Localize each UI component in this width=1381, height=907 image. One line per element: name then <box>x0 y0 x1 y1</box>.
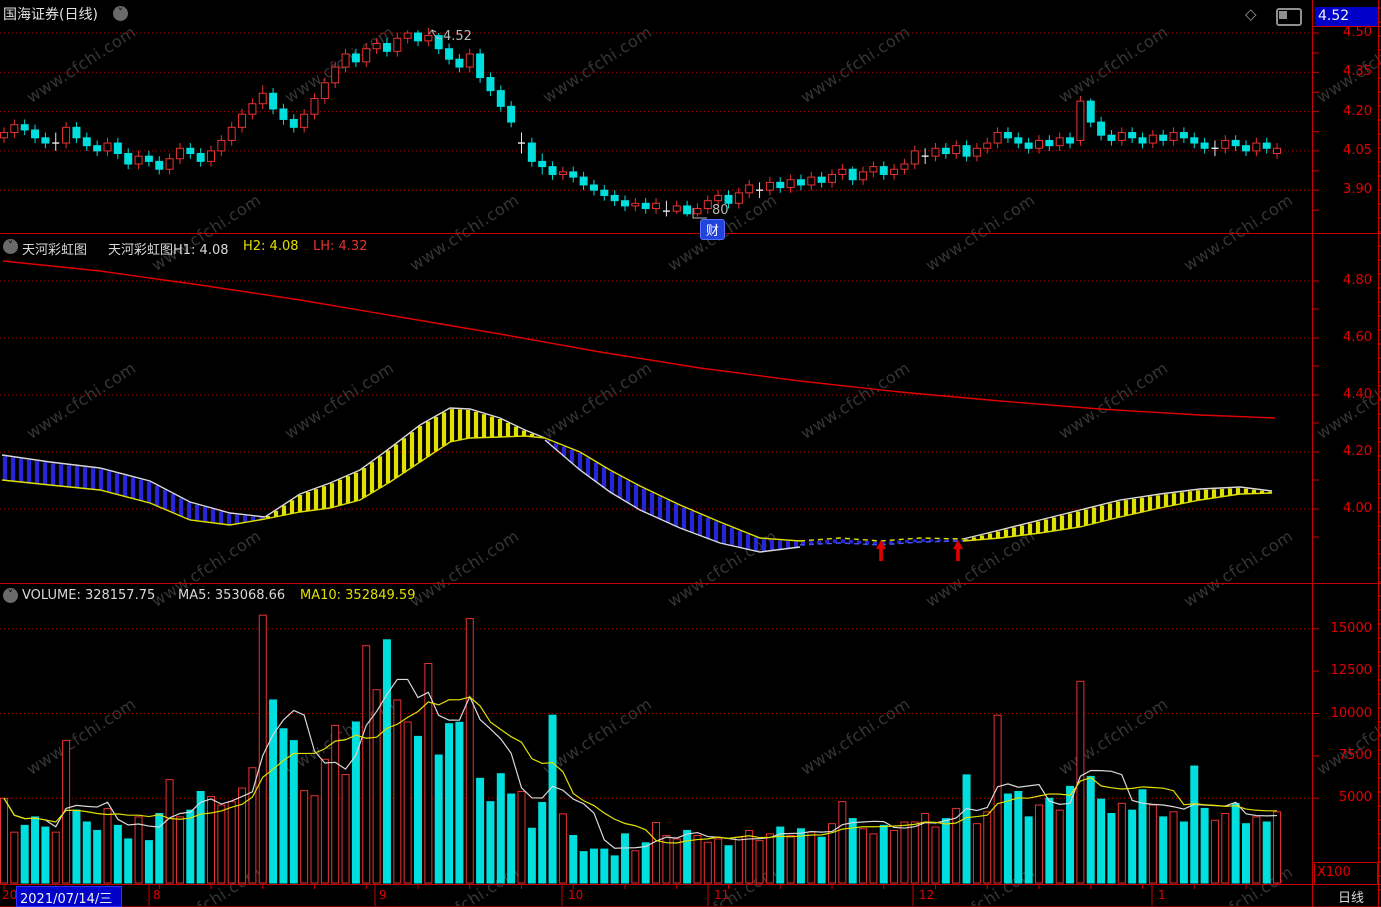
low-annotation: 80 <box>712 203 729 218</box>
collapse-rainbow-chevron-icon[interactable]: ˅ <box>3 239 18 254</box>
volume-ma5-value: MA5: 353068.66 <box>178 588 286 603</box>
news-badge[interactable]: 财 <box>700 219 725 240</box>
high-annotation: 4.52 <box>443 29 472 44</box>
volume-bars <box>0 614 1282 884</box>
axis-left-border <box>1312 0 1313 907</box>
axis-label: 4.80 <box>1343 273 1372 288</box>
period-label[interactable]: 日线 <box>1338 891 1365 906</box>
axis-label: 3.90 <box>1343 182 1372 198</box>
buy-signal-arrow <box>876 540 886 561</box>
date-axis-partial-label: 20 <box>2 888 18 902</box>
badge-underline <box>1312 26 1381 27</box>
month-label: 12 <box>919 888 935 902</box>
axis-label: 4.00 <box>1343 501 1372 516</box>
selected-date-box: 2021/07/14/三 <box>16 886 122 907</box>
candlesticks <box>0 27 1282 217</box>
axis-label: 5000 <box>1338 790 1372 806</box>
rainbow-lh-value: LH: 4.32 <box>313 239 368 254</box>
axis-label: 4.60 <box>1343 330 1372 345</box>
axis-label: 15000 <box>1330 620 1372 636</box>
rainbow-band <box>1 407 1273 553</box>
axis-label: 7500 <box>1338 747 1372 763</box>
axis-label: 4.20 <box>1343 103 1372 119</box>
month-label: 1 <box>1158 888 1166 902</box>
panel-toggle-icon[interactable] <box>1276 8 1302 26</box>
panel-divider-2 <box>0 583 1381 584</box>
axis-label: 4.05 <box>1343 142 1372 158</box>
rainbow-panel-name[interactable]: 天河彩虹图 <box>22 243 88 258</box>
axis-label: 4.20 <box>1343 444 1372 459</box>
ma5-line <box>3 678 1278 849</box>
security-title: 国海证券(日线) <box>3 7 98 23</box>
range-high-badge: 4.52 <box>1315 7 1378 26</box>
panel-divider-1 <box>0 233 1381 234</box>
lh-line <box>2 260 1276 419</box>
date-axis-border <box>0 884 1381 885</box>
ma10-line <box>3 696 1278 844</box>
buy-signal-arrow <box>953 540 963 561</box>
axis-label: 12500 <box>1330 663 1372 679</box>
collapse-volume-chevron-icon[interactable]: ˅ <box>3 588 18 603</box>
month-label: 8 <box>153 888 161 902</box>
rainbow-h1-value: 天河彩虹图H1: 4.08 <box>108 243 229 258</box>
axis-right-border <box>1378 0 1379 907</box>
month-label: 9 <box>379 888 387 902</box>
volume-ma10-value: MA10: 352849.59 <box>300 588 416 603</box>
month-label: 10 <box>568 888 584 902</box>
axis-label: 4.50 <box>1343 25 1372 40</box>
axis-label: 10000 <box>1330 705 1372 721</box>
diamond-icon[interactable]: ◇ <box>1245 5 1257 23</box>
volume-value: VOLUME: 328157.75 <box>22 588 156 603</box>
collapse-main-chevron-icon[interactable]: ˅ <box>113 6 128 21</box>
volume-unit-box: X100 <box>1314 862 1378 885</box>
axis-label: 4.35 <box>1343 64 1372 80</box>
axis-label: 4.40 <box>1343 387 1372 402</box>
month-label: 11 <box>714 888 730 902</box>
rainbow-h2-value: H2: 4.08 <box>243 239 299 254</box>
